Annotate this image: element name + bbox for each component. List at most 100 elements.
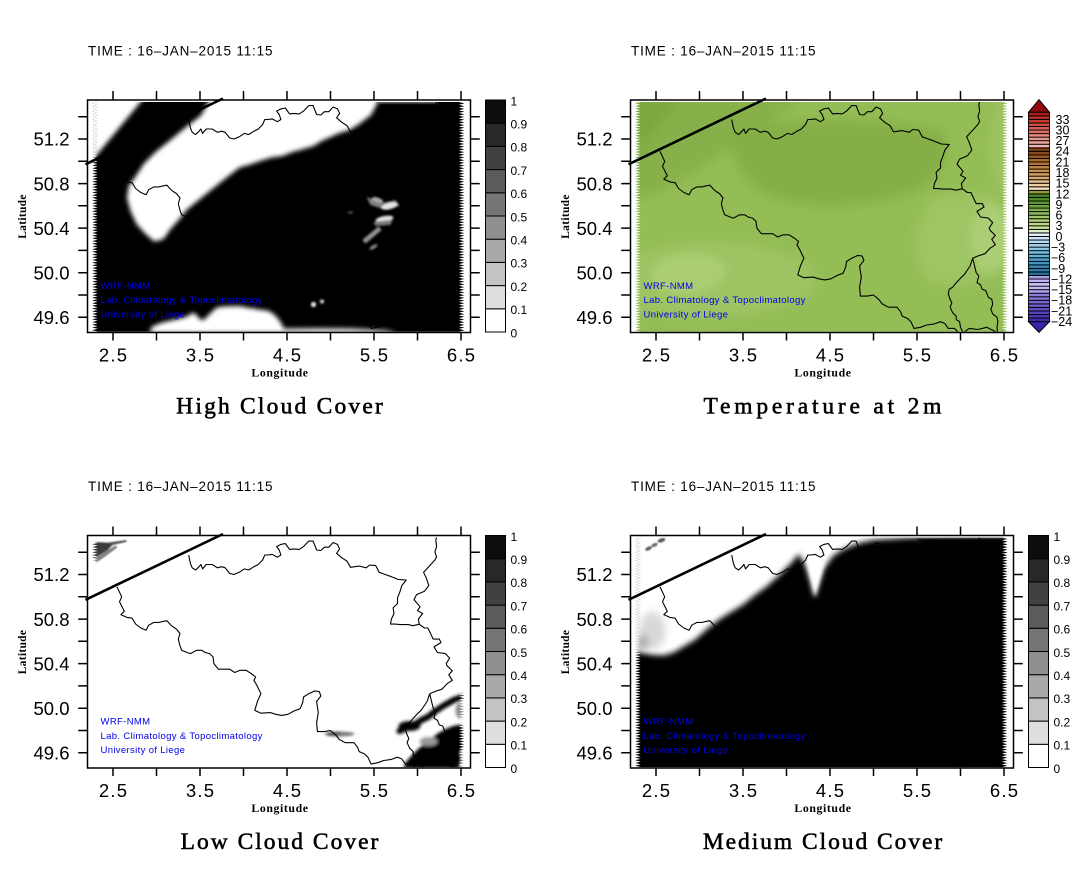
- svg-text:1: 1: [511, 94, 518, 108]
- svg-text:0.3: 0.3: [1054, 692, 1071, 706]
- svg-text:12: 12: [1056, 187, 1070, 201]
- svg-text:27: 27: [1056, 134, 1070, 148]
- svg-text:−15: −15: [1051, 283, 1072, 297]
- svg-text:−12: −12: [1051, 272, 1072, 286]
- svg-text:50.0: 50.0: [576, 698, 612, 719]
- svg-text:Lab. Climatology & Topoclimato: Lab. Climatology & Topoclimatology: [101, 731, 263, 742]
- svg-text:0.8: 0.8: [511, 141, 528, 155]
- svg-text:0: 0: [511, 762, 518, 776]
- svg-text:−21: −21: [1051, 304, 1072, 318]
- svg-text:TIME : 16–JAN–2015 11:15: TIME : 16–JAN–2015 11:15: [88, 44, 273, 59]
- svg-text:WRF-NMM: WRF-NMM: [101, 717, 151, 728]
- svg-text:50.8: 50.8: [33, 173, 69, 194]
- svg-text:0.9: 0.9: [1054, 553, 1071, 567]
- svg-text:6.5: 6.5: [990, 345, 1019, 366]
- svg-text:50.8: 50.8: [33, 609, 69, 630]
- svg-text:Longitude: Longitude: [251, 366, 308, 380]
- svg-text:50.4: 50.4: [33, 653, 69, 674]
- svg-text:Medium Cloud Cover: Medium Cloud Cover: [703, 829, 944, 855]
- svg-text:0.1: 0.1: [511, 303, 528, 317]
- svg-text:50.4: 50.4: [576, 653, 612, 674]
- svg-text:51.2: 51.2: [576, 564, 612, 585]
- svg-text:Low Cloud Cover: Low Cloud Cover: [181, 829, 381, 855]
- svg-text:5.5: 5.5: [360, 780, 389, 801]
- svg-text:6.5: 6.5: [447, 780, 476, 801]
- svg-text:4.5: 4.5: [273, 780, 302, 801]
- svg-text:50.4: 50.4: [33, 218, 69, 239]
- svg-text:15: 15: [1056, 177, 1070, 191]
- svg-text:2.5: 2.5: [642, 780, 671, 801]
- svg-text:Longitude: Longitude: [794, 801, 851, 815]
- svg-text:Latitude: Latitude: [560, 194, 572, 239]
- svg-text:0.5: 0.5: [511, 646, 528, 660]
- svg-text:University of Liege: University of Liege: [101, 745, 186, 756]
- svg-text:0.1: 0.1: [511, 739, 528, 753]
- svg-text:0.1: 0.1: [1054, 739, 1071, 753]
- svg-text:50.4: 50.4: [576, 218, 612, 239]
- svg-text:49.6: 49.6: [33, 742, 69, 763]
- svg-text:51.2: 51.2: [33, 129, 69, 150]
- svg-text:University of Liege: University of Liege: [644, 309, 729, 320]
- svg-text:21: 21: [1056, 155, 1070, 169]
- svg-text:0.2: 0.2: [1054, 715, 1071, 729]
- svg-text:49.6: 49.6: [33, 307, 69, 328]
- svg-text:0.6: 0.6: [511, 187, 528, 201]
- svg-text:50.8: 50.8: [576, 173, 612, 194]
- svg-text:Lab. Climatology & Topoclimato: Lab. Climatology & Topoclimatology: [644, 731, 806, 742]
- svg-text:TIME : 16–JAN–2015 11:15: TIME : 16–JAN–2015 11:15: [88, 479, 273, 494]
- svg-text:−24: −24: [1051, 315, 1072, 329]
- svg-text:TIME : 16–JAN–2015 11:15: TIME : 16–JAN–2015 11:15: [631, 479, 816, 494]
- svg-text:0.4: 0.4: [511, 234, 528, 248]
- svg-text:Lab. Climatology & Topoclimato: Lab. Climatology & Topoclimatology: [101, 295, 263, 306]
- svg-text:2.5: 2.5: [642, 345, 671, 366]
- svg-text:5.5: 5.5: [360, 345, 389, 366]
- svg-text:University of Liege: University of Liege: [644, 745, 729, 756]
- svg-text:6: 6: [1056, 209, 1063, 223]
- svg-text:4.5: 4.5: [273, 345, 302, 366]
- svg-text:0.6: 0.6: [511, 623, 528, 637]
- svg-text:1: 1: [511, 530, 518, 544]
- svg-text:0.4: 0.4: [511, 669, 528, 683]
- svg-text:High Cloud Cover: High Cloud Cover: [176, 394, 385, 420]
- svg-text:0.2: 0.2: [511, 280, 528, 294]
- svg-text:−18: −18: [1051, 294, 1072, 308]
- svg-text:0.7: 0.7: [511, 164, 528, 178]
- svg-text:5.5: 5.5: [903, 345, 932, 366]
- svg-text:3.5: 3.5: [729, 780, 758, 801]
- svg-text:0.9: 0.9: [511, 118, 528, 132]
- svg-text:0.9: 0.9: [511, 553, 528, 567]
- svg-text:2.5: 2.5: [99, 345, 128, 366]
- svg-text:50.0: 50.0: [33, 262, 69, 283]
- svg-text:0.2: 0.2: [511, 715, 528, 729]
- svg-text:2.5: 2.5: [99, 780, 128, 801]
- svg-text:3: 3: [1056, 219, 1063, 233]
- svg-text:WRF-NMM: WRF-NMM: [644, 717, 694, 728]
- svg-text:6.5: 6.5: [447, 345, 476, 366]
- svg-text:50.8: 50.8: [576, 609, 612, 630]
- svg-text:0.6: 0.6: [1054, 623, 1071, 637]
- svg-text:0.7: 0.7: [511, 599, 528, 613]
- svg-text:24: 24: [1056, 145, 1070, 159]
- svg-text:6.5: 6.5: [990, 780, 1019, 801]
- svg-text:Longitude: Longitude: [251, 801, 308, 815]
- svg-text:51.2: 51.2: [33, 564, 69, 585]
- svg-text:0.5: 0.5: [1054, 646, 1071, 660]
- svg-text:49.6: 49.6: [576, 307, 612, 328]
- svg-text:0.8: 0.8: [1054, 576, 1071, 590]
- svg-text:4.5: 4.5: [816, 345, 845, 366]
- svg-text:5.5: 5.5: [903, 780, 932, 801]
- svg-text:3.5: 3.5: [186, 780, 215, 801]
- svg-text:WRF-NMM: WRF-NMM: [644, 281, 694, 292]
- svg-text:Temperature at 2m: Temperature at 2m: [704, 394, 946, 420]
- svg-text:0.5: 0.5: [511, 210, 528, 224]
- svg-text:0: 0: [1056, 230, 1063, 244]
- svg-text:49.6: 49.6: [576, 742, 612, 763]
- svg-text:4.5: 4.5: [816, 780, 845, 801]
- svg-text:3.5: 3.5: [186, 345, 215, 366]
- svg-text:−9: −9: [1051, 262, 1065, 276]
- svg-text:33: 33: [1056, 113, 1070, 127]
- svg-text:50.0: 50.0: [33, 698, 69, 719]
- svg-text:18: 18: [1056, 166, 1070, 180]
- svg-text:1: 1: [1054, 530, 1061, 544]
- svg-text:−6: −6: [1051, 251, 1065, 265]
